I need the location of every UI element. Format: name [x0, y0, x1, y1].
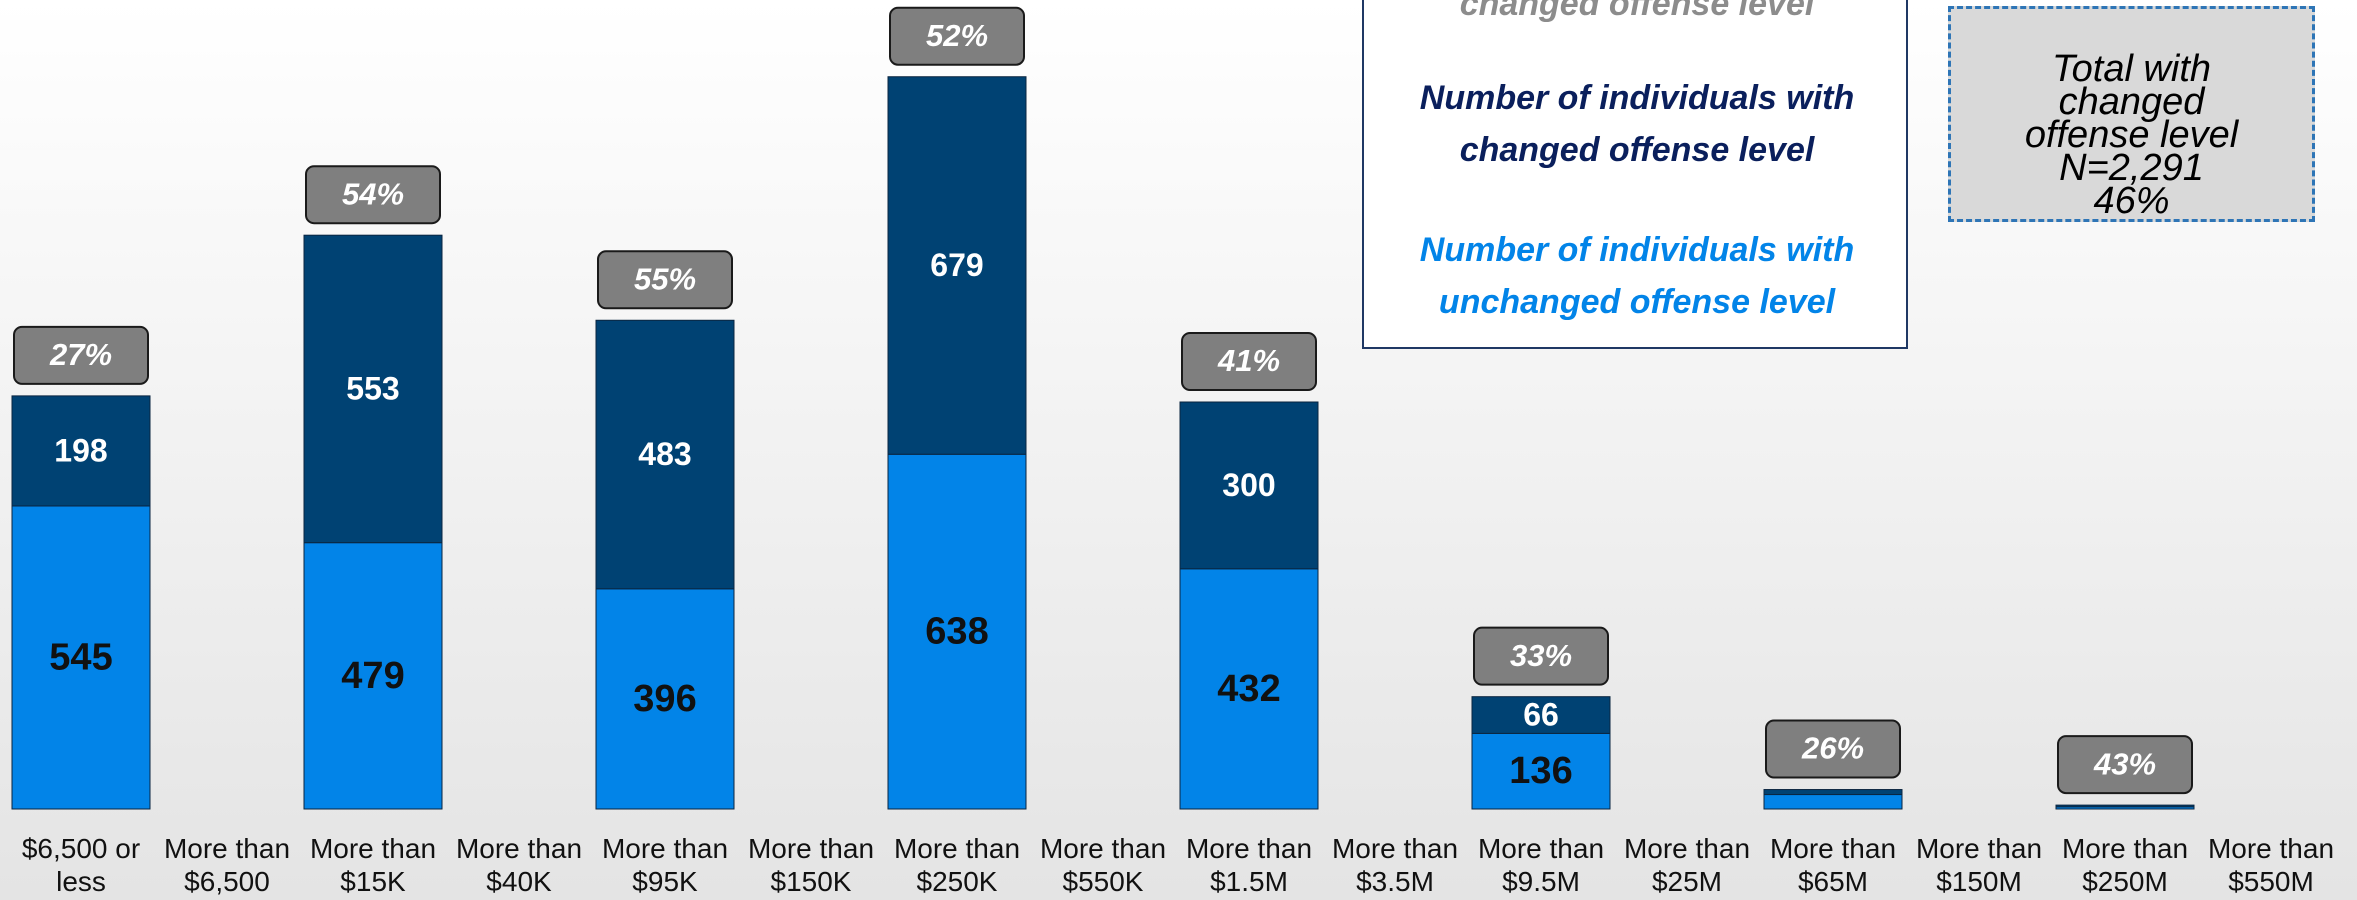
x-tick-label: More than $250M	[2061, 833, 2189, 897]
x-tick-label: More than $40K	[455, 833, 583, 897]
x-tick-label: More than $65M	[1769, 833, 1897, 897]
x-tick-label: More than $550M	[2207, 833, 2335, 897]
share-box	[1765, 719, 1901, 779]
data-label: 66	[1523, 696, 1559, 732]
share-label: 55%	[634, 261, 696, 296]
share-label: 26%	[1801, 731, 1864, 766]
data-label: 479	[341, 655, 404, 697]
x-tick-label: More than $6,500	[163, 833, 291, 897]
bar-segment	[1179, 568, 1319, 810]
legend-entry: changed offense level	[1459, 0, 1815, 23]
bar-segment	[1763, 789, 1903, 796]
share-box	[1181, 331, 1317, 391]
x-tick-label: More than $150M	[1915, 833, 2043, 897]
data-label: 483	[638, 436, 691, 472]
x-tick-label: More than $95K	[601, 833, 729, 897]
data-label: 136	[1509, 750, 1572, 792]
x-tick-label: More than $15K	[309, 833, 437, 897]
bar-segment	[11, 505, 151, 810]
x-tick-label: More than $550K	[1039, 833, 1167, 897]
share-label: 33%	[1510, 638, 1572, 673]
share-box	[1473, 626, 1609, 686]
data-label: 679	[930, 247, 983, 283]
bar-segment	[11, 395, 151, 507]
bar-segment	[303, 234, 443, 544]
share-box	[13, 325, 149, 385]
bar-segment	[1471, 732, 1611, 810]
share-box	[305, 165, 441, 225]
share-label: 54%	[342, 176, 404, 211]
x-tick-label: More than $250K	[893, 833, 1021, 897]
bar-segment	[1179, 401, 1319, 570]
share-label: 43%	[2093, 746, 2156, 781]
share-box	[2057, 735, 2193, 795]
x-tick-label: More than $9.5M	[1477, 833, 1605, 897]
bar-segment	[887, 76, 1027, 455]
data-label: 198	[54, 432, 107, 468]
x-tick-label: More than $3.5M	[1331, 833, 1459, 897]
legend-entry: Number of individuals with changed offen…	[1419, 79, 1855, 169]
bar-segment	[1471, 696, 1611, 734]
bar-segment	[1763, 794, 1903, 810]
legend-entry: Number of individuals with unchanged off…	[1419, 231, 1855, 321]
bar-segment	[887, 453, 1027, 810]
data-label: 638	[925, 611, 988, 653]
x-tick-label: More than $150K	[747, 833, 875, 897]
data-label: 396	[633, 678, 696, 720]
share-box	[889, 6, 1025, 66]
bar-segment	[595, 588, 735, 810]
share-label: 41%	[1217, 343, 1280, 378]
total-n: N=2,291	[2059, 147, 2204, 189]
data-label: 553	[346, 370, 399, 406]
bar-segment	[2055, 804, 2195, 808]
total-title: Total with changed offense level	[2024, 48, 2239, 156]
x-tick-label: More than $1.5M	[1185, 833, 1313, 897]
total-box: Total with changed offense level N=2,291…	[1948, 6, 2315, 222]
data-label: 545	[49, 637, 112, 679]
x-tick-label: $6,500 or less	[21, 833, 141, 897]
share-box	[597, 250, 733, 310]
share-label: 27%	[49, 337, 112, 372]
total-share: 46%	[2093, 180, 2170, 222]
data-label: 300	[1222, 467, 1275, 503]
bar-segment	[595, 319, 735, 590]
data-label: 432	[1217, 668, 1280, 710]
x-tick-label: More than $25M	[1623, 833, 1751, 897]
legend: changed offense level Number of individu…	[1362, 0, 1908, 349]
share-label: 52%	[926, 18, 988, 53]
